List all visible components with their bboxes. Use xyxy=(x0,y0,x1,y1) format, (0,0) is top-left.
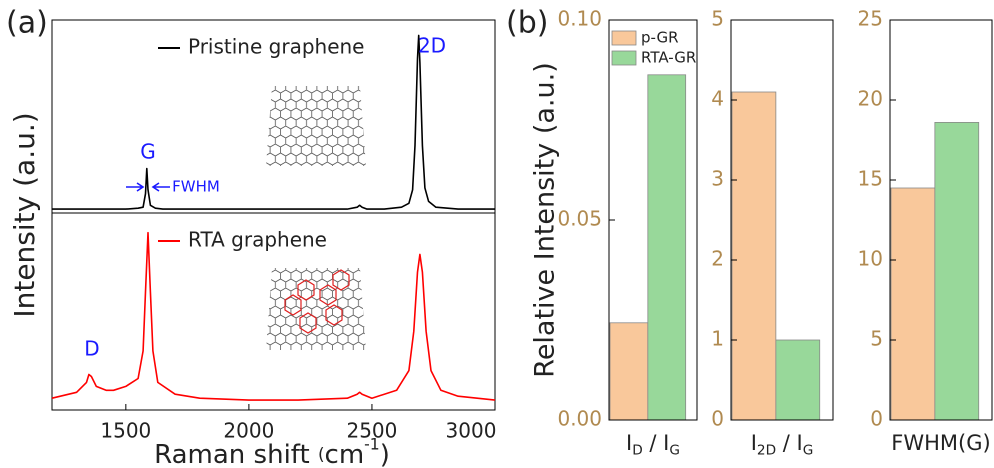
x-tick-label: 1500 xyxy=(100,419,151,443)
label-part: D xyxy=(632,442,643,458)
label-part: ( xyxy=(318,444,325,464)
bar xyxy=(890,187,936,421)
fwhm-arrow xyxy=(126,182,170,192)
annotation: D xyxy=(84,337,99,361)
legend-swatch xyxy=(611,50,637,66)
x-axis-label: I2D / IG xyxy=(751,431,814,458)
label-part: I xyxy=(751,431,757,455)
y-tick-label: 0.10 xyxy=(557,7,602,31)
legend-label: p-GR xyxy=(641,29,679,47)
plot-frame xyxy=(889,19,993,421)
y-tick-label: 1 xyxy=(711,327,724,351)
legend-label: Pristine graphene xyxy=(188,35,364,59)
label-part: G xyxy=(803,442,814,458)
y-tick-label: 0 xyxy=(870,407,883,431)
lattice-inset xyxy=(266,86,366,350)
spectrum-line xyxy=(51,231,496,401)
annotation: 2D xyxy=(418,34,446,58)
annotation: FWHM xyxy=(172,178,220,196)
y-tick-label: 4 xyxy=(711,87,724,111)
label-part: -1 xyxy=(364,435,380,453)
x-axis-label: Raman shift (cm-1) xyxy=(154,435,390,468)
label-part: Raman shift xyxy=(154,440,318,468)
y-tick-label: 0.00 xyxy=(557,407,602,431)
y-tick-label: 5 xyxy=(870,327,883,351)
label-part: / I xyxy=(643,431,670,455)
label-part: ) xyxy=(380,440,390,468)
panel-label: (b) xyxy=(506,6,548,41)
bar xyxy=(609,322,649,421)
bar xyxy=(731,91,777,421)
y-axis-label: Relative Intensity (a.u.) xyxy=(530,62,561,377)
label-part: cm xyxy=(325,440,365,468)
plot-frame xyxy=(51,212,496,411)
label-part: I xyxy=(626,431,632,455)
annotation: G xyxy=(140,140,156,164)
bar xyxy=(934,122,980,421)
x-tick-label: 3000 xyxy=(446,419,497,443)
label-part: FWHM(G) xyxy=(891,431,990,455)
label-part: 2D xyxy=(757,442,776,458)
y-axis-label: Intensity (a.u.) xyxy=(8,112,41,317)
legend-label: RTA graphene xyxy=(188,228,327,252)
x-tick-label: 2500 xyxy=(346,419,397,443)
y-tick-label: 25 xyxy=(858,7,883,31)
plot-frame xyxy=(730,19,834,421)
y-tick-label: 10 xyxy=(858,247,883,271)
x-axis-label: FWHM(G) xyxy=(891,431,990,455)
y-tick-label: 2 xyxy=(711,247,724,271)
x-tick-label: 2000 xyxy=(223,419,274,443)
y-tick-label: 0.05 xyxy=(557,207,602,231)
label-part: G xyxy=(669,442,680,458)
bar xyxy=(647,74,687,421)
x-axis-label: ID / IG xyxy=(626,431,680,458)
y-tick-label: 20 xyxy=(858,87,883,111)
y-tick-label: 0 xyxy=(711,407,724,431)
bar xyxy=(775,339,821,421)
y-tick-label: 3 xyxy=(711,167,724,191)
spectrum-line xyxy=(52,34,495,210)
y-tick-label: 5 xyxy=(711,7,724,31)
panel-label: (a) xyxy=(6,6,48,41)
y-tick-label: 15 xyxy=(858,167,883,191)
legend-label: RTA-GR xyxy=(641,49,696,67)
legend-swatch xyxy=(611,30,637,46)
label-part: / I xyxy=(776,431,803,455)
